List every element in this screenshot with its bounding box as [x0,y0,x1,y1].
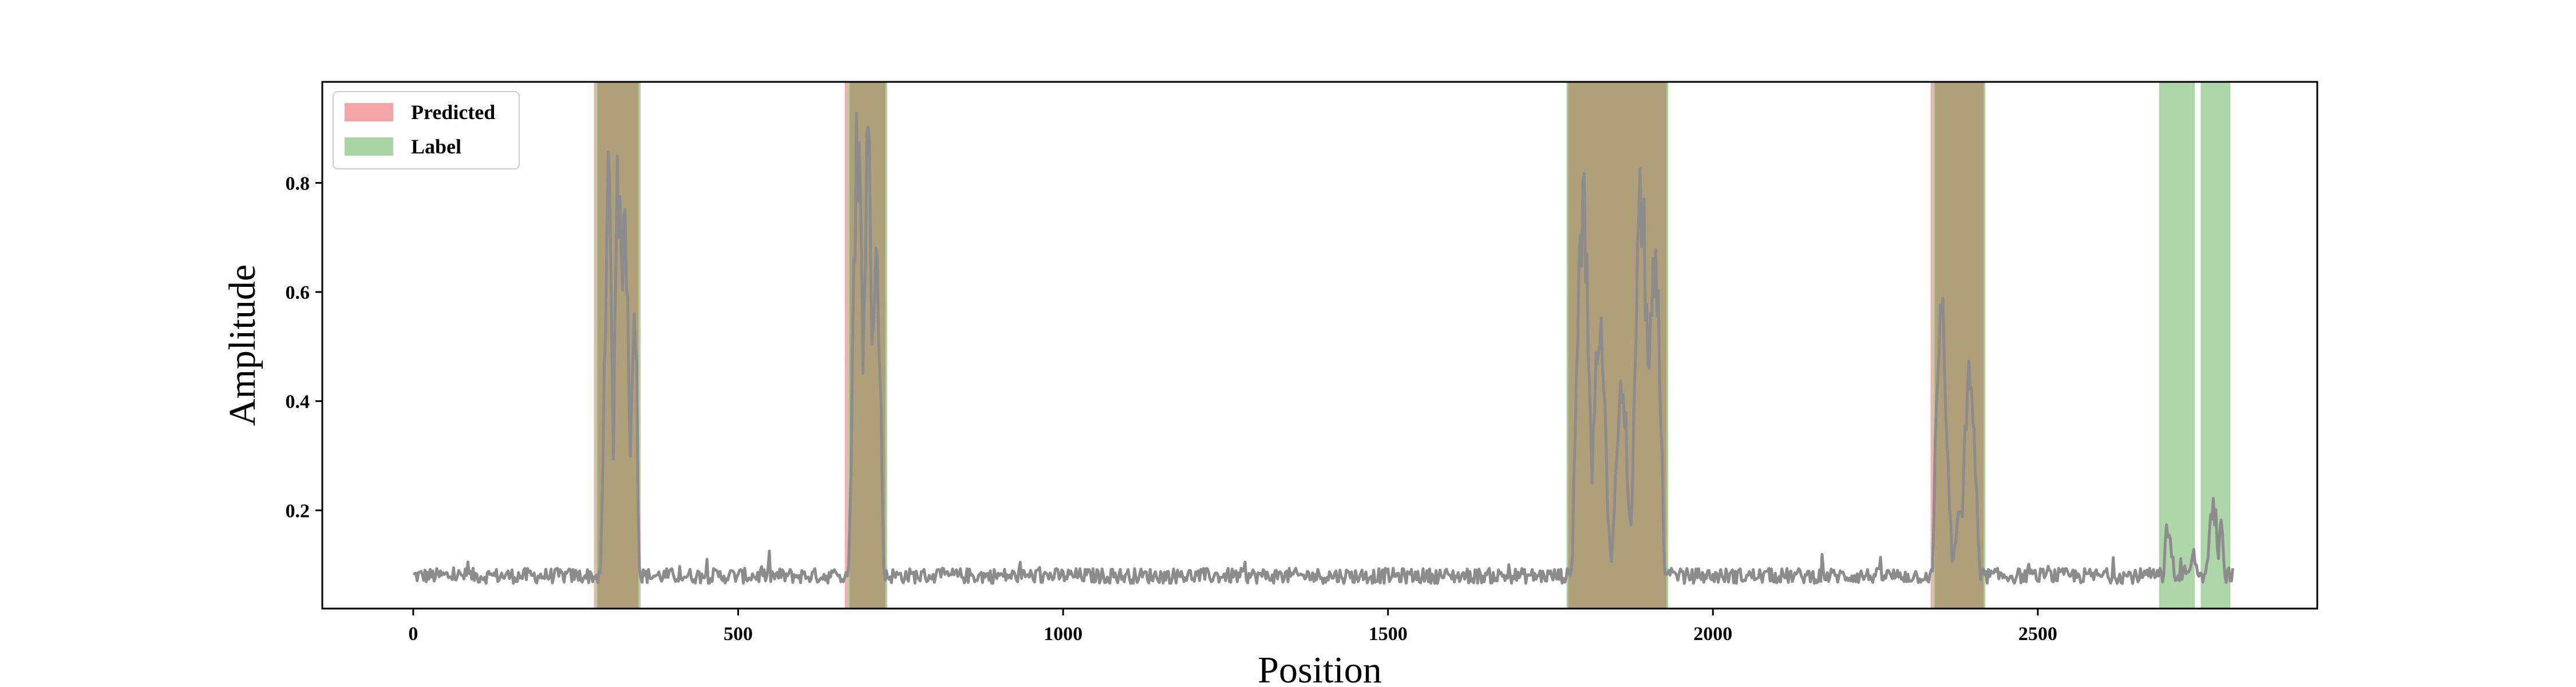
x-tick-label: 500 [724,623,753,645]
x-tick-label: 0 [408,623,418,645]
x-axis: 0 500 1000 1500 2000 2500 [408,609,2057,645]
x-tick-label: 1000 [1044,623,1082,645]
y-tick-label: 0.2 [286,500,310,522]
label-region-2 [1566,81,1669,610]
y-axis: 0.2 0.4 0.6 0.8 [286,173,322,522]
plot-frame [321,81,2318,610]
legend: Predicted Label [333,91,520,169]
signal-series [413,112,2234,585]
signal-line [413,112,2234,585]
y-axis-title: Amplitude [222,264,263,426]
x-tick-label: 2500 [2018,623,2057,645]
y-tick-label: 0.8 [286,173,310,194]
legend-label-label: Label [411,135,461,158]
label-regions [595,81,2231,610]
legend-swatch-predicted [345,103,393,121]
x-tick-label: 1500 [1369,623,1408,645]
predicted-regions [594,82,1985,609]
legend-label-predicted: Predicted [411,101,495,124]
y-tick-label: 0.4 [286,392,310,413]
y-tick-label: 0.6 [286,282,310,303]
legend-swatch-label [345,137,393,156]
x-axis-title: Position [1258,649,1381,687]
x-tick-label: 2000 [1693,623,1732,645]
